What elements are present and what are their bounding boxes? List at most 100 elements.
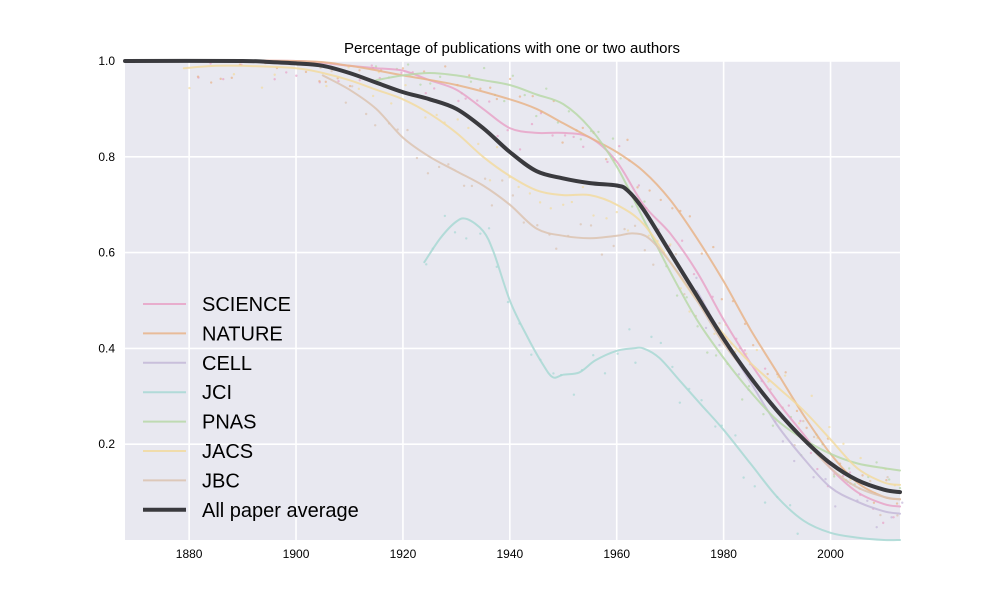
scatter-point [260,86,264,89]
scatter-point [643,200,646,203]
scatter-point [848,471,852,474]
scatter-point [781,440,785,443]
scatter-point [604,157,608,161]
scatter-point [718,343,721,347]
x-tick-label: 1920 [390,547,417,561]
scatter-point [615,210,618,214]
scatter-point [419,83,422,86]
scatter-point [488,100,491,103]
scatter-point [704,326,708,330]
scatter-point [582,145,585,149]
scatter-point [506,300,510,304]
scatter-point [457,99,460,103]
scatter-point [579,223,582,226]
scatter-point [671,365,674,369]
scatter-point [273,78,276,81]
scatter-point [805,426,808,430]
scatter-point [875,461,878,464]
scatter-point [325,84,328,88]
scatter-point [647,234,650,237]
scatter-point [737,373,741,376]
scatter-point [426,172,430,175]
scatter-point [714,425,717,428]
scatter-point [456,118,459,121]
scatter-point [374,65,378,68]
scatter-point [406,128,409,132]
scatter-point [495,97,499,101]
scatter-point [848,467,851,470]
scatter-point [875,525,878,529]
scatter-point [589,224,593,227]
scatter-point [713,332,716,336]
scatter-point [592,214,595,217]
scatter-point [872,501,876,504]
scatter-point [812,476,815,479]
scatter-point [273,73,276,76]
scatter-point [522,221,526,224]
scatter-point [404,83,407,87]
scatter-point [618,144,621,148]
scatter-point [763,367,767,370]
scatter-point [304,70,308,74]
scatter-point [787,404,791,407]
legend-label-science: SCIENCE [202,294,291,316]
scatter-point [612,244,615,248]
scatter-point [714,354,718,357]
scatter-point [824,477,827,481]
scatter-point [536,224,539,227]
scatter-point [552,372,555,375]
scatter-point [511,74,515,77]
scatter-point [357,87,361,91]
chart-title: Percentage of publications with one or t… [344,40,680,57]
scatter-point [209,81,213,84]
scatter-point [476,99,479,102]
scatter-point [680,239,684,242]
scatter-point [592,354,595,357]
scatter-point [763,501,767,504]
scatter-point [600,253,604,256]
scatter-point [453,231,457,234]
x-tick-label: 1900 [283,547,310,561]
scatter-point [508,77,512,81]
scatter-point [616,352,619,355]
scatter-point [695,276,698,280]
x-axis-ticks: 1880 1900 1920 1940 1960 1980 2000 [176,547,844,561]
scatter-point [652,263,655,266]
scatter-point [495,145,499,149]
scatter-point [318,79,321,83]
scatter-point [295,74,298,77]
scatter-point [762,412,765,416]
scatter-point [535,114,538,118]
scatter-point [734,434,737,437]
scatter-point [832,475,836,478]
scatter-point [810,394,813,398]
scatter-point [501,179,504,182]
scatter-point [530,353,533,356]
scatter-point [396,128,399,131]
y-tick-label: 0.4 [98,341,115,355]
scatter-point [563,134,567,137]
scatter-point [747,385,751,388]
series-line-science [188,59,901,508]
y-tick-label: 1.0 [98,54,115,68]
scatter-point [700,399,703,402]
scatter-point [816,467,819,471]
scatter-point [802,419,805,423]
scatter-point [518,148,522,151]
scatter-point [437,165,441,169]
scatter-point [901,501,904,504]
series-line-pnas [375,72,901,472]
scatter-point [674,253,678,256]
scatter-point [406,63,410,66]
scatter-point [879,513,882,517]
scatter-point [530,122,534,126]
scatter-point [490,204,494,207]
scatter-point [692,272,696,276]
scatter-point [688,215,692,218]
x-tick-label: 1940 [496,547,523,561]
scatter-point [371,94,375,98]
scatter-point [685,296,688,299]
scatter-point [196,75,200,78]
scatter-point [531,94,534,98]
scatter-point [866,499,869,502]
